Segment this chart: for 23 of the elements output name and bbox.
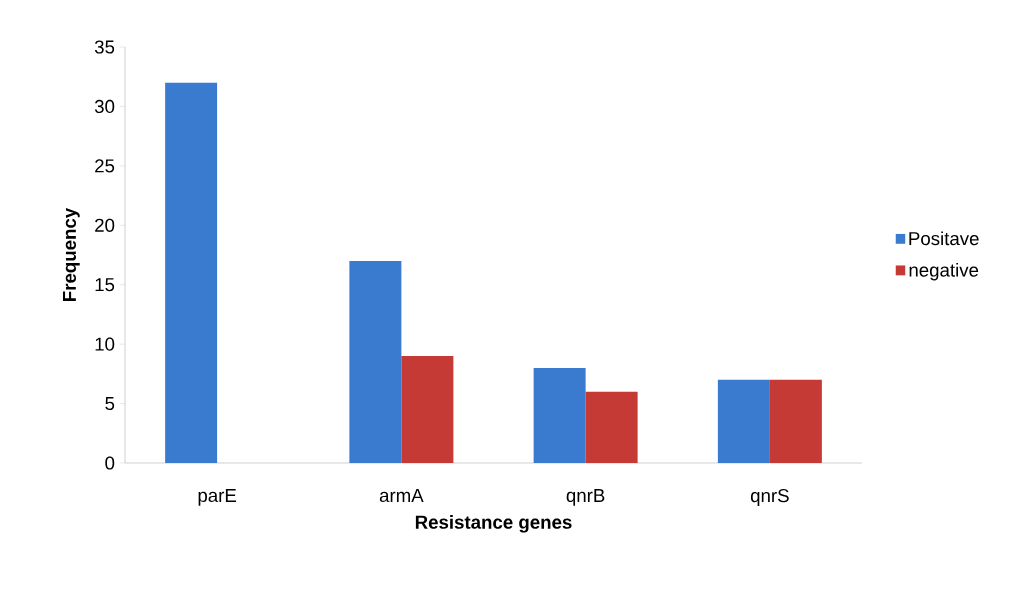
- bar: [401, 356, 454, 463]
- bar: [585, 391, 638, 463]
- bar: [769, 379, 822, 463]
- x-tick-label: armA: [379, 489, 424, 503]
- bar: [717, 379, 770, 463]
- y-tick-label: 0: [105, 456, 115, 470]
- y-tick-label: 5: [105, 397, 115, 411]
- legend-label: negative: [909, 263, 979, 281]
- y-tick-label: 35: [94, 40, 115, 54]
- y-tick-label: 15: [95, 278, 115, 292]
- y-tick-label: 20: [95, 218, 115, 232]
- bar: [165, 82, 218, 463]
- x-tick-label: qnrS: [750, 489, 789, 506]
- x-tick-label: qnrB: [566, 489, 605, 506]
- y-tick-label: 30: [94, 99, 115, 114]
- y-tick-label: 10: [95, 337, 115, 351]
- bar: [533, 367, 586, 463]
- bar: [349, 260, 402, 463]
- x-axis-title: Resistance genes: [415, 515, 572, 533]
- legend-label: Positave: [909, 231, 979, 246]
- x-tick-label: parE: [198, 489, 237, 506]
- y-axis-title: Frequency: [62, 207, 80, 301]
- y-tick-label: 25: [95, 159, 115, 173]
